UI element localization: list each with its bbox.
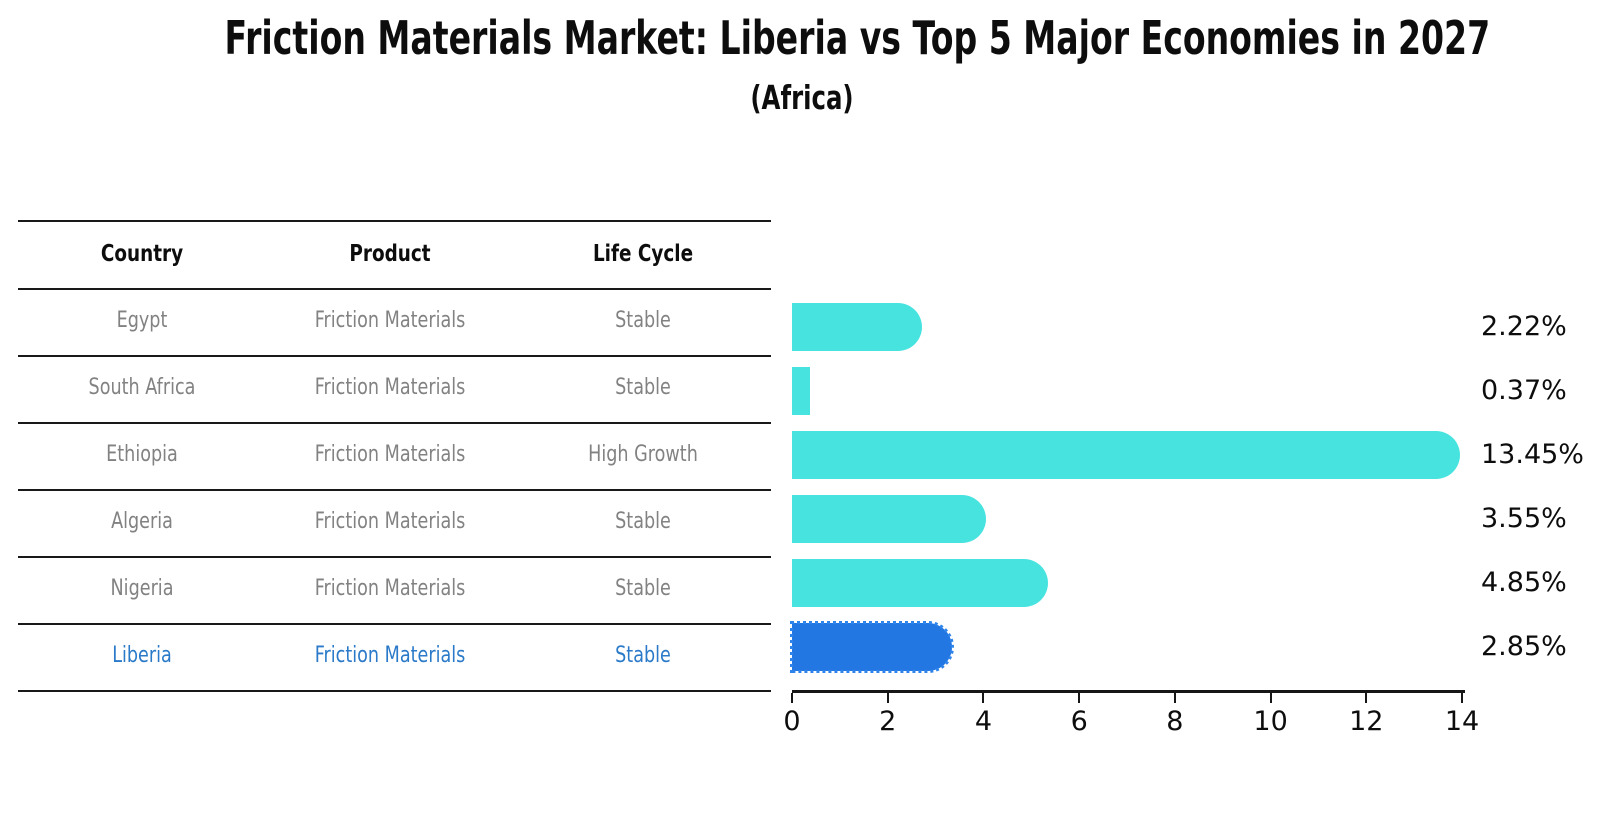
x-axis-tick-label: 2 bbox=[879, 706, 897, 737]
bar-nigeria bbox=[792, 559, 1049, 607]
table-cell-country: South Africa bbox=[88, 374, 196, 400]
table-cell-lifecycle: Stable bbox=[615, 508, 671, 534]
x-axis-tick bbox=[886, 693, 889, 703]
table-cell-product: Friction Materials bbox=[314, 307, 466, 333]
table-row-separator bbox=[18, 288, 771, 290]
chart-subtitle: (Africa) bbox=[750, 78, 854, 117]
x-axis-line bbox=[792, 690, 1465, 693]
table-cell-country: Liberia bbox=[112, 642, 172, 668]
bar-value-label: 2.85% bbox=[1481, 631, 1567, 662]
bar-south-africa bbox=[792, 367, 810, 415]
x-axis-tick-label: 4 bbox=[974, 706, 993, 737]
x-axis-tick-label: 10 bbox=[1253, 706, 1288, 737]
column-header-country: Country bbox=[100, 241, 184, 267]
x-axis-tick bbox=[791, 693, 793, 703]
x-axis-tick-label: 12 bbox=[1349, 706, 1384, 737]
x-axis-tick bbox=[1461, 693, 1464, 703]
bar-liberia-highlighted bbox=[789, 621, 955, 673]
x-axis-tick-label: 0 bbox=[783, 706, 801, 737]
table-row-separator bbox=[18, 355, 771, 357]
table-row-separator bbox=[18, 220, 771, 222]
x-axis-tick bbox=[1078, 693, 1081, 703]
table-row-separator bbox=[18, 690, 771, 692]
bar-value-label: 13.45% bbox=[1481, 439, 1584, 470]
x-axis-tick bbox=[1173, 693, 1176, 703]
column-header-lifecycle: Life Cycle bbox=[592, 241, 694, 267]
table-cell-product: Friction Materials bbox=[314, 642, 466, 668]
x-axis-tick bbox=[1269, 693, 1272, 703]
table-cell-lifecycle: Stable bbox=[615, 307, 671, 333]
table-cell-lifecycle: Stable bbox=[615, 374, 671, 400]
table-cell-country: Nigeria bbox=[110, 575, 174, 601]
table-cell-country: Algeria bbox=[111, 508, 173, 534]
table-cell-product: Friction Materials bbox=[314, 441, 466, 467]
table-cell-country: Egypt bbox=[116, 307, 168, 333]
bar-value-label: 0.37% bbox=[1481, 375, 1567, 406]
column-header-product: Product bbox=[349, 241, 431, 267]
table-row-separator bbox=[18, 489, 771, 491]
bar-algeria bbox=[792, 495, 986, 543]
x-axis-tick-label: 14 bbox=[1444, 706, 1480, 737]
table-row-separator bbox=[18, 422, 771, 424]
table-cell-product: Friction Materials bbox=[314, 575, 466, 601]
table-row-separator bbox=[18, 623, 771, 625]
x-axis-tick-label: 8 bbox=[1166, 706, 1184, 737]
x-axis-tick-label: 6 bbox=[1070, 706, 1088, 737]
bar-value-label: 3.55% bbox=[1481, 503, 1567, 534]
bar-egypt bbox=[792, 303, 923, 351]
bar-ethiopia bbox=[792, 431, 1460, 479]
table-cell-lifecycle: Stable bbox=[615, 642, 671, 668]
x-axis-tick bbox=[982, 693, 985, 703]
chart-title: Friction Materials Market: Liberia vs To… bbox=[224, 11, 1491, 65]
table-cell-product: Friction Materials bbox=[314, 508, 466, 534]
x-axis-tick bbox=[1365, 693, 1368, 703]
table-cell-product: Friction Materials bbox=[314, 374, 466, 400]
table-row-separator bbox=[18, 556, 771, 558]
table-cell-lifecycle: High Growth bbox=[588, 441, 698, 467]
table-cell-country: Ethiopia bbox=[106, 441, 178, 467]
table-cell-lifecycle: Stable bbox=[615, 575, 671, 601]
bar-value-label: 4.85% bbox=[1481, 567, 1567, 598]
bar-value-label: 2.22% bbox=[1481, 311, 1567, 342]
